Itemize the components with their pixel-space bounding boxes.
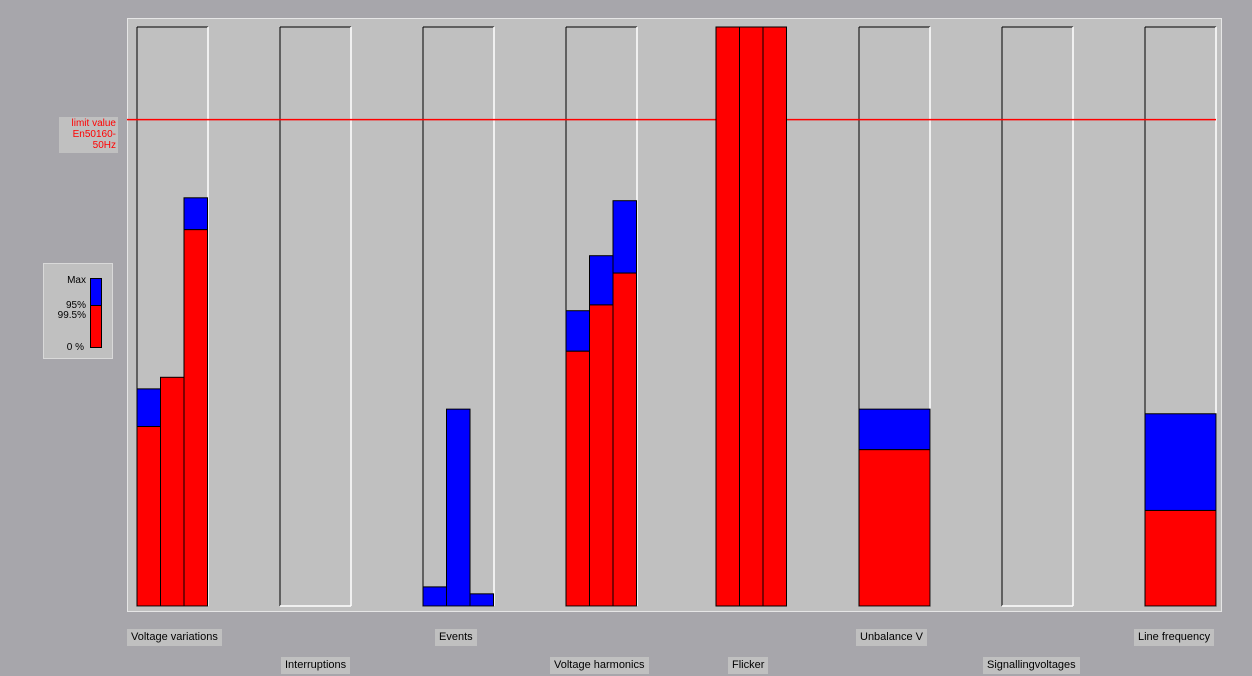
category-label-events: Events <box>435 629 477 646</box>
category-label-interruptions: Interruptions <box>281 657 351 674</box>
category-label-voltage-variations: Voltage variations <box>127 629 222 646</box>
bar-max-voltage-harmonics-0 <box>565 310 590 352</box>
category-label-line-frequency: Line frequency <box>1134 629 1215 646</box>
limit-label-line2: En50160-50Hz <box>72 129 116 151</box>
bar-max-events-2 <box>469 593 494 607</box>
bar-percentile-voltage-harmonics-0 <box>565 350 590 607</box>
legend-zero-label: 0 % <box>66 342 84 353</box>
category-label-unbalance-v: Unbalance V <box>856 629 927 646</box>
category-label-signallingvoltages: Signallingvoltages <box>983 657 1080 674</box>
limit-label: limit value En50160-50Hz <box>59 117 118 153</box>
bar-percentile-flicker-2 <box>762 26 787 607</box>
bar-percentile-line-frequency-0 <box>1144 509 1217 607</box>
bar-percentile-voltage-variations-2 <box>183 229 208 607</box>
bar-max-events-0 <box>422 586 447 607</box>
category-label-voltage-harmonics: Voltage harmonics <box>550 657 649 674</box>
bar-percentile-flicker-1 <box>739 26 764 607</box>
bar-max-line-frequency-0 <box>1144 413 1217 511</box>
legend-max-label: Max <box>67 275 86 286</box>
legend-95-label: 95% <box>65 300 86 311</box>
plot-area <box>127 18 1222 612</box>
bar-max-events-1 <box>446 408 471 607</box>
legend-percentile-swatch <box>90 306 102 348</box>
bar-max-unbalance-v-0 <box>858 408 931 451</box>
bar-percentile-flicker-0 <box>715 26 740 607</box>
category-label-flicker: Flicker <box>728 657 769 674</box>
bar-max-voltage-harmonics-1 <box>589 255 614 306</box>
bar-max-voltage-variations-2 <box>183 197 208 231</box>
bar-percentile-voltage-variations-1 <box>160 376 185 607</box>
bar-max-voltage-variations-0 <box>136 388 161 428</box>
bar-max-voltage-harmonics-2 <box>612 200 637 274</box>
legend-995-label: 99.5% <box>57 310 86 321</box>
bar-percentile-voltage-harmonics-1 <box>589 304 614 607</box>
legend: Max 95% 99.5% 0 % <box>43 263 113 359</box>
limit-label-line1: limit value <box>71 118 116 129</box>
bar-percentile-voltage-harmonics-2 <box>612 272 637 607</box>
bar-percentile-unbalance-v-0 <box>858 449 931 607</box>
legend-max-swatch <box>90 278 102 306</box>
bar-percentile-voltage-variations-0 <box>136 426 161 607</box>
